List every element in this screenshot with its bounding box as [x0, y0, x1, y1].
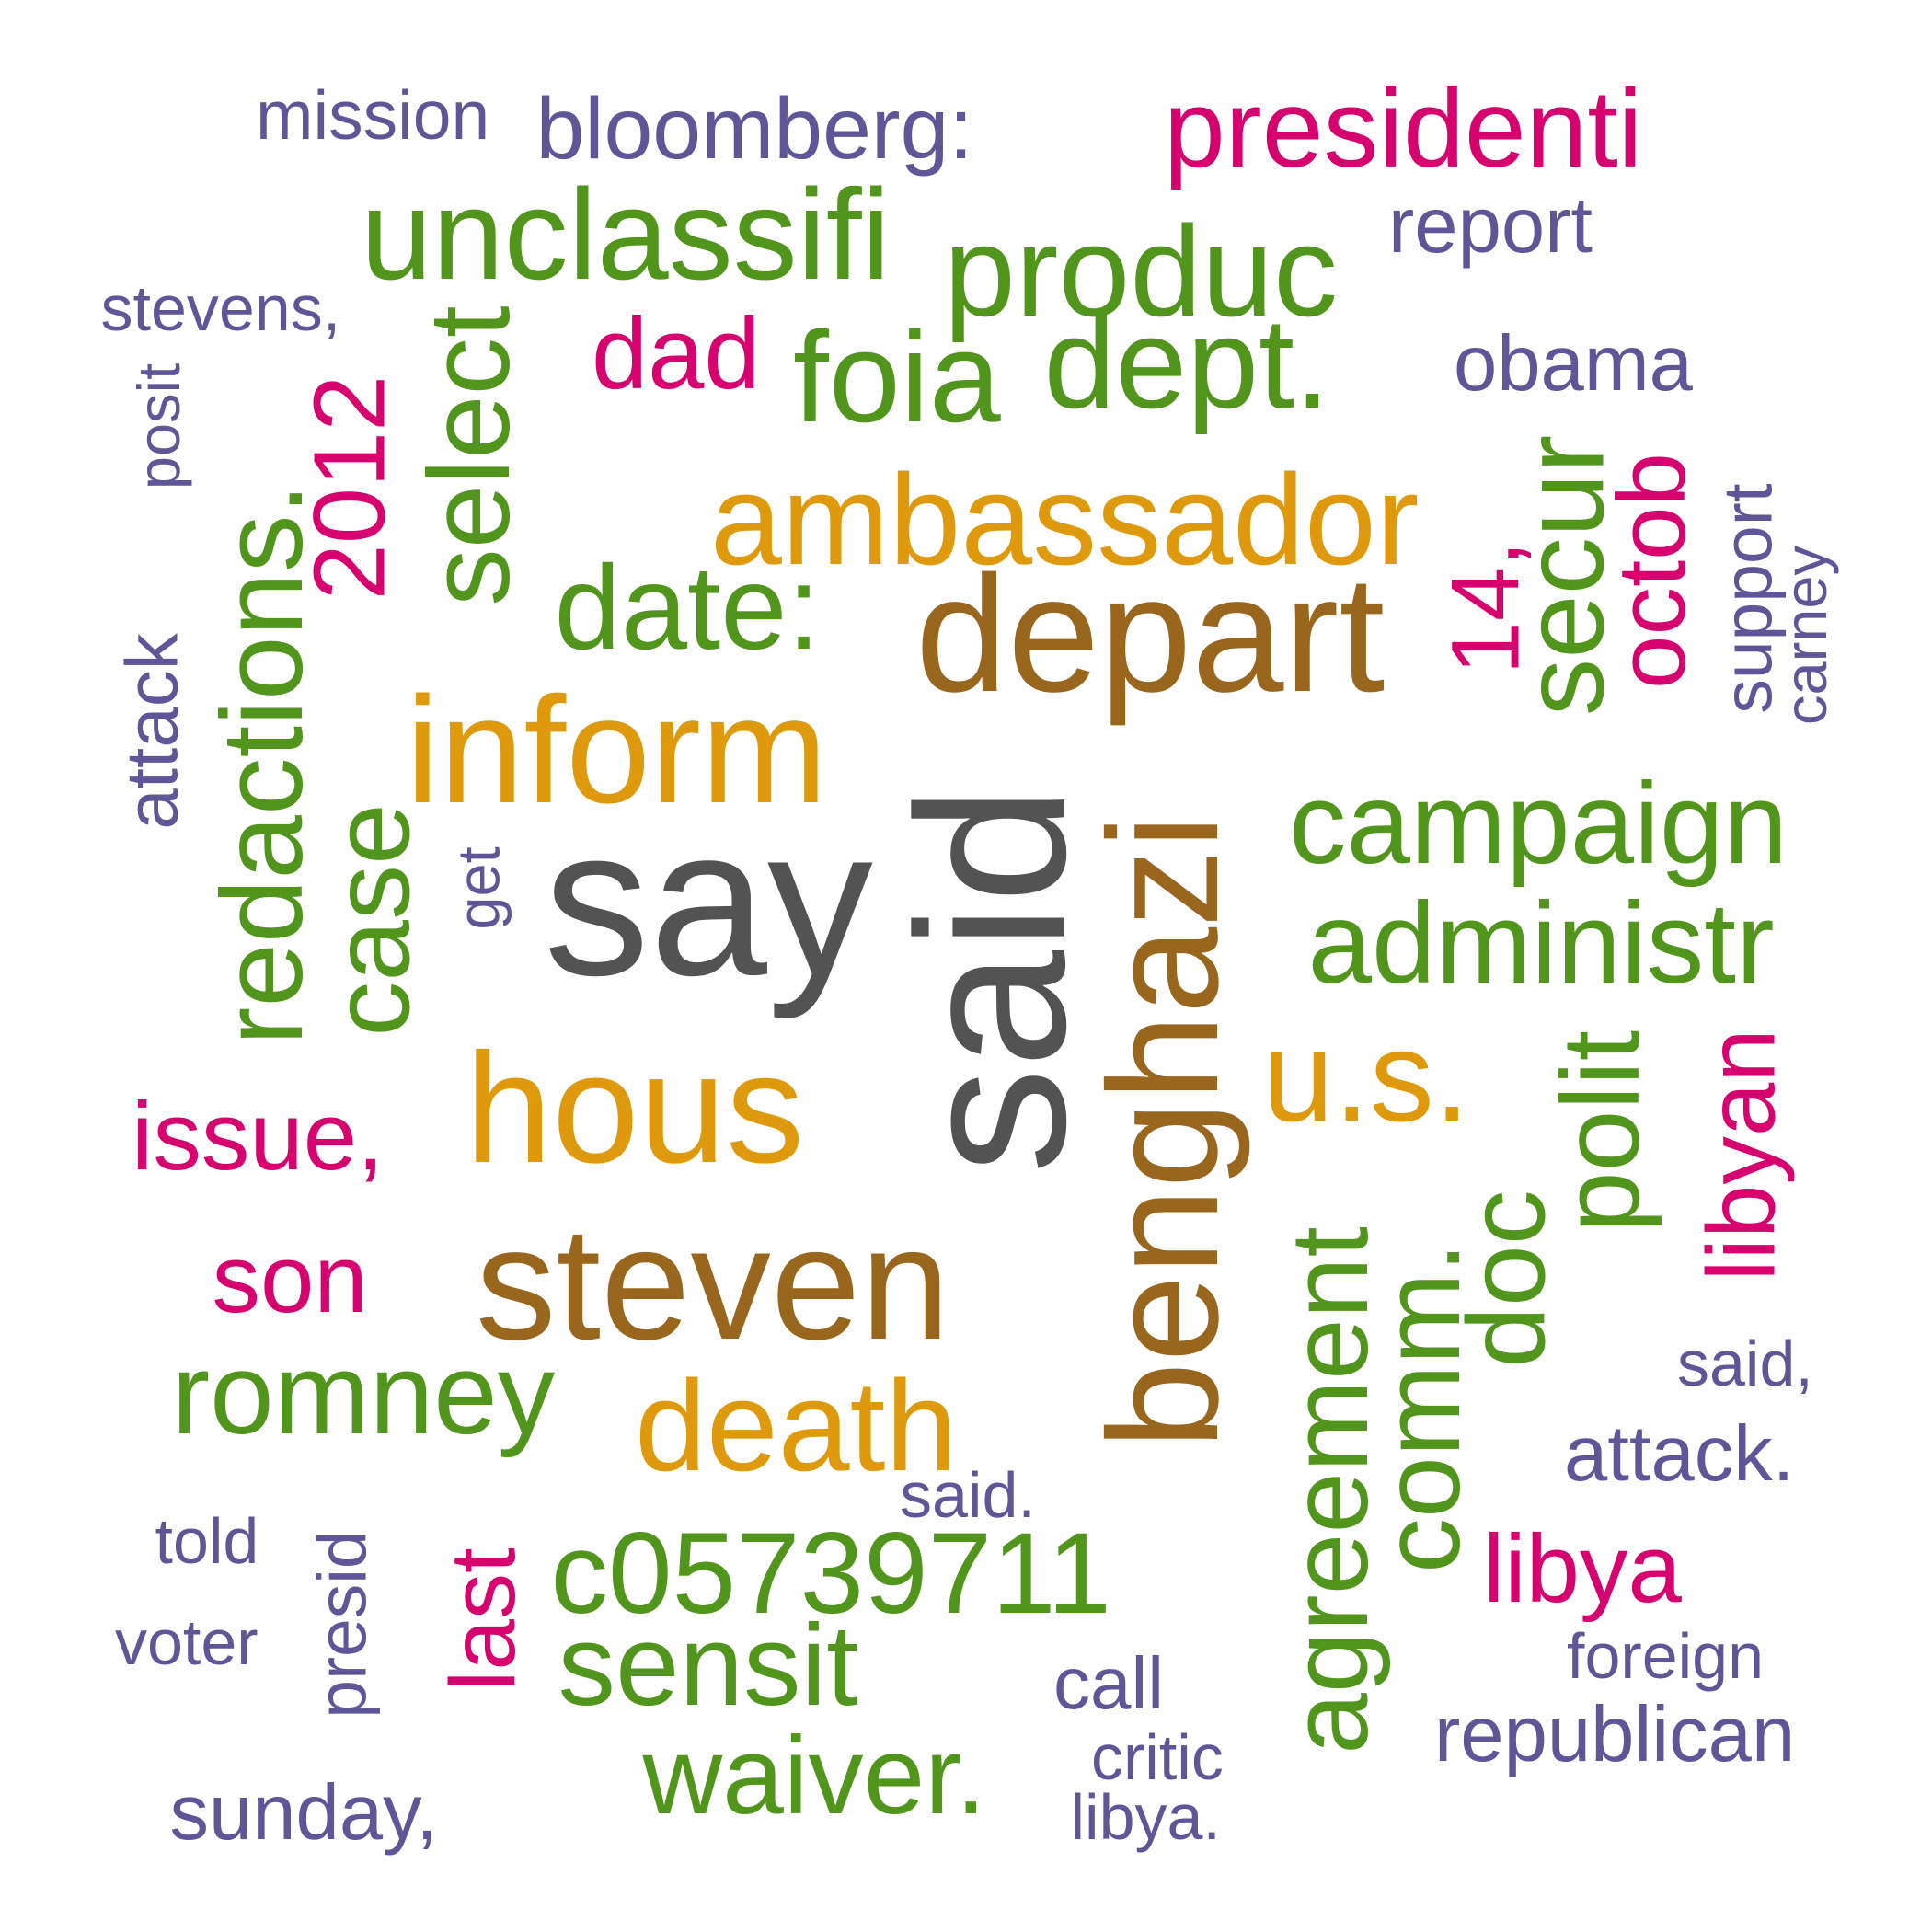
- word-44: posit: [124, 362, 192, 489]
- word-34: issue,: [132, 1082, 385, 1190]
- word-3: benghazi: [1076, 813, 1252, 1450]
- word-9: death: [635, 1353, 958, 1498]
- word-0: say: [544, 783, 873, 1019]
- word-33: octob: [1597, 452, 1706, 689]
- word-48: get: [444, 845, 512, 930]
- word-55: call: [1053, 1642, 1165, 1724]
- word-2: depart: [915, 542, 1386, 727]
- word-8: u.s.: [1262, 1004, 1470, 1148]
- word-17: case: [309, 803, 433, 1037]
- word-52: told: [155, 1505, 259, 1577]
- word-41: report: [1388, 181, 1593, 270]
- word-28: waiver.: [642, 1714, 986, 1837]
- word-37: last: [431, 1547, 535, 1691]
- word-36: libyan: [1687, 1028, 1796, 1282]
- word-18: campaign: [1289, 759, 1788, 888]
- word-54: voter: [115, 1606, 259, 1678]
- word-11: produc: [944, 199, 1339, 343]
- word-27: sensit: [558, 1601, 859, 1730]
- word-42: stevens,: [100, 272, 341, 344]
- word-50: attack.: [1564, 1409, 1795, 1498]
- word-7: ambassador: [710, 447, 1420, 592]
- word-4: steven: [476, 1193, 950, 1374]
- word-49: said,: [1677, 1328, 1813, 1399]
- word-35: son: [212, 1225, 368, 1333]
- word-13: dept.: [1043, 291, 1330, 435]
- word-59: sunday,: [169, 1768, 438, 1857]
- word-57: critic: [1091, 1721, 1224, 1793]
- word-38: libya: [1483, 1514, 1682, 1623]
- word-15: select: [405, 305, 534, 606]
- word-19: administr: [1307, 879, 1775, 1007]
- word-30: dad: [592, 297, 761, 410]
- word-53: presid: [303, 1529, 381, 1719]
- word-31: 2012: [292, 374, 406, 601]
- word-43: obama: [1454, 319, 1693, 408]
- word-12: foia: [793, 305, 1001, 449]
- word-39: mission: [256, 75, 490, 154]
- word-14: date:: [554, 540, 821, 674]
- word-60: libya.: [1070, 1781, 1221, 1853]
- word-5: inform: [406, 664, 828, 834]
- word-58: republican: [1434, 1690, 1796, 1778]
- word-6: hous: [465, 1021, 805, 1196]
- word-25: romney: [171, 1329, 556, 1458]
- word-29: presidenti: [1164, 67, 1643, 190]
- word-32: 14,: [1432, 540, 1540, 674]
- word-10: unclassifi: [361, 162, 891, 306]
- word-47: attack: [110, 633, 193, 830]
- word-24: agreement: [1267, 1226, 1391, 1754]
- word-40: bloomberg:: [535, 79, 973, 178]
- word-56: foreign: [1567, 1620, 1765, 1692]
- word-46: carney: [1771, 545, 1839, 725]
- word-1: said: [872, 786, 1110, 1174]
- word-26: c05739711: [550, 1509, 1111, 1638]
- word-51: said.: [900, 1459, 1036, 1531]
